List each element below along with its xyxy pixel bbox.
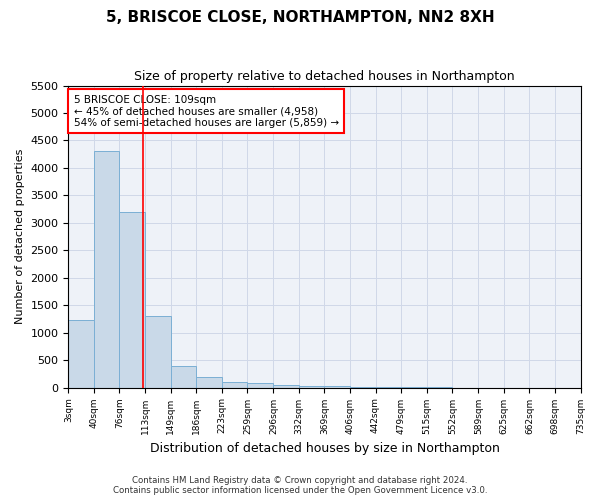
- Text: Contains HM Land Registry data © Crown copyright and database right 2024.
Contai: Contains HM Land Registry data © Crown c…: [113, 476, 487, 495]
- Bar: [145, 316, 170, 388]
- Title: Size of property relative to detached houses in Northampton: Size of property relative to detached ho…: [134, 70, 515, 83]
- Bar: [68, 320, 94, 388]
- Text: 5, BRISCOE CLOSE, NORTHAMPTON, NN2 8XH: 5, BRISCOE CLOSE, NORTHAMPTON, NN2 8XH: [106, 10, 494, 25]
- Text: 5 BRISCOE CLOSE: 109sqm
← 45% of detached houses are smaller (4,958)
54% of semi: 5 BRISCOE CLOSE: 109sqm ← 45% of detache…: [74, 94, 338, 128]
- Bar: [325, 386, 350, 388]
- Bar: [170, 366, 196, 388]
- Bar: [350, 387, 376, 388]
- Bar: [223, 382, 247, 388]
- Bar: [299, 386, 325, 388]
- Bar: [247, 384, 274, 388]
- Bar: [274, 385, 299, 388]
- Bar: [196, 376, 223, 388]
- X-axis label: Distribution of detached houses by size in Northampton: Distribution of detached houses by size …: [149, 442, 499, 455]
- Y-axis label: Number of detached properties: Number of detached properties: [15, 149, 25, 324]
- Bar: [94, 152, 119, 388]
- Bar: [119, 212, 145, 388]
